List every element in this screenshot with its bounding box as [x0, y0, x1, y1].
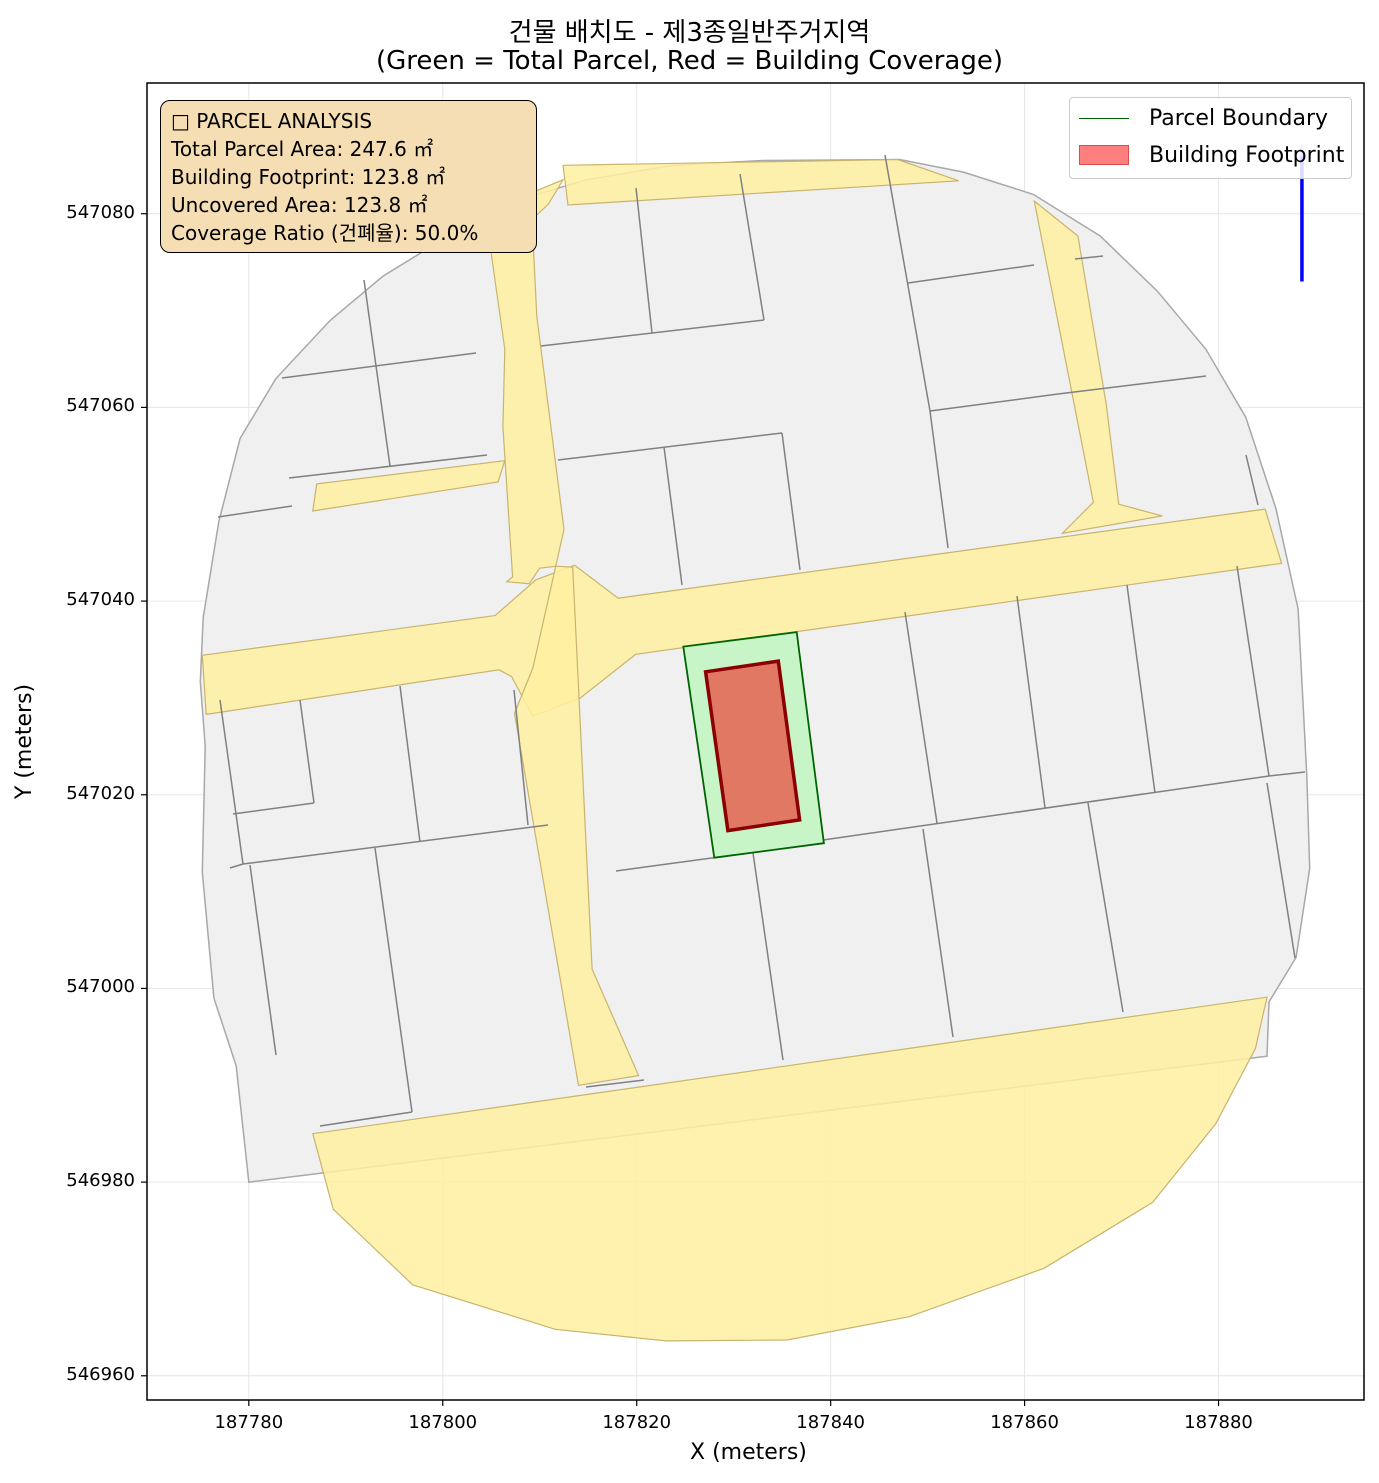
lot-line [249, 864, 277, 1056]
lot-line [229, 863, 244, 869]
lot-line [781, 432, 801, 571]
road-segment [312, 996, 1268, 1342]
lot-line [557, 432, 783, 461]
lot-line [299, 699, 315, 804]
lot-line [1245, 454, 1259, 506]
road-segment [1033, 199, 1163, 535]
legend-item-parcel-boundary: Parcel Boundary [1079, 103, 1328, 133]
x-tick-label: 187860 [990, 1412, 1059, 1433]
info-coverage-ratio: Coverage Ratio (건폐율): 50.0% [171, 221, 479, 245]
lot-line [585, 1079, 645, 1088]
info-uncovered-area: Uncovered Area: 123.8 ㎡ [171, 193, 428, 217]
y-tick-label: 547060 [66, 395, 135, 417]
lot-line [319, 1111, 413, 1127]
road-network [201, 158, 1283, 1342]
x-tick-label: 187840 [796, 1412, 865, 1433]
legend-patch-swatch [1079, 145, 1129, 165]
chart-title-line-2: (Green = Total Parcel, Red = Building Co… [376, 46, 1003, 76]
lot-line [1057, 375, 1207, 395]
lot-line [663, 446, 683, 586]
lot-line [281, 352, 477, 379]
lot-line [929, 410, 949, 549]
parcel-analysis-box: □ PARCEL ANALYSIS Total Parcel Area: 247… [160, 100, 537, 253]
axis-ticks [141, 213, 1220, 1406]
lot-line [907, 264, 1035, 284]
lot-line [904, 611, 938, 824]
lot-line [363, 279, 391, 467]
legend-label: Building Footprint [1149, 142, 1345, 168]
lot-line [399, 685, 421, 843]
lot-line [288, 454, 488, 479]
y-tick-label: 547080 [66, 201, 135, 223]
road-segment [485, 178, 640, 1086]
y-tick-label: 546960 [66, 1363, 135, 1385]
lot-line [232, 802, 315, 815]
lot-boundary-lines [217, 154, 1306, 1127]
lot-line [822, 775, 1270, 841]
lot-line [513, 689, 529, 826]
y-tick-label: 547020 [66, 782, 135, 804]
info-total-parcel-area: Total Parcel Area: 247.6 ㎡ [171, 137, 434, 161]
lot-line [1087, 802, 1124, 1013]
lot-line [1074, 255, 1104, 260]
plot-frame [146, 82, 1365, 1401]
x-tick-label: 187800 [408, 1412, 478, 1433]
legend-line-swatch [1079, 117, 1129, 119]
building-footprint[interactable] [703, 659, 802, 833]
legend-label: Parcel Boundary [1149, 105, 1329, 131]
info-heading: □ PARCEL ANALYSIS [171, 109, 373, 133]
legend-item-building-footprint: Building Footprint [1079, 140, 1344, 170]
x-tick-label: 187780 [214, 1412, 284, 1433]
chart-title-line-1: 건물 배치도 - 제3종일반주거지역 [508, 18, 871, 48]
y-tick-label: 546980 [66, 1170, 135, 1192]
lot-line [635, 187, 653, 334]
legend: Parcel Boundary Building Footprint [1069, 97, 1352, 179]
y-axis-label: Y (meters) [12, 683, 38, 800]
lot-line [929, 393, 1059, 412]
lot-line [1236, 565, 1270, 777]
lot-line [219, 699, 244, 865]
lot-line [1266, 782, 1296, 959]
lot-line [884, 154, 931, 412]
lot-line [1268, 771, 1306, 777]
info-building-footprint: Building Footprint: 123.8 ㎡ [171, 165, 446, 189]
lot-line [540, 319, 765, 347]
lot-line [374, 847, 413, 1113]
lot-line [1126, 584, 1156, 794]
y-tick-label: 547000 [66, 976, 135, 998]
lot-line [242, 824, 549, 865]
y-tick-label: 547040 [66, 589, 135, 611]
lot-line [615, 856, 720, 872]
lot-line [739, 173, 765, 321]
lot-line [922, 828, 954, 1038]
lot-line [752, 852, 784, 1061]
x-axis-label: X (meters) [690, 1440, 807, 1465]
x-tick-label: 187880 [1184, 1412, 1253, 1433]
lot-line [1016, 595, 1046, 809]
road-segment [312, 459, 506, 512]
road-segment [201, 508, 1283, 718]
road-segment [562, 158, 959, 206]
lot-line [217, 505, 293, 518]
x-tick-label: 187820 [602, 1412, 672, 1433]
